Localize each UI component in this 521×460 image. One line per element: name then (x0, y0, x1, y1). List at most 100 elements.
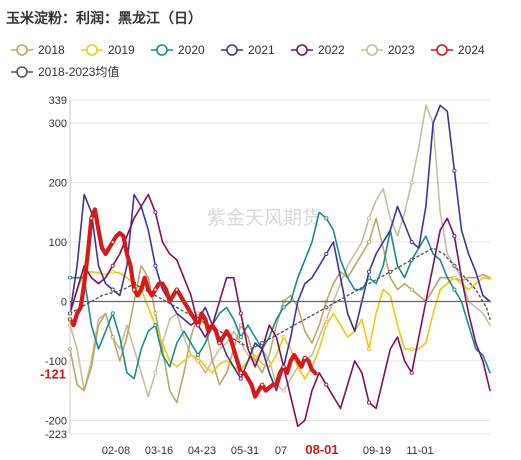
data-point (110, 269, 115, 274)
data-point (281, 388, 286, 393)
data-point (153, 370, 158, 375)
x-tick-label: 09-19 (363, 445, 391, 457)
legend-label: 2021 (248, 43, 275, 57)
data-point (452, 234, 457, 239)
data-point (110, 335, 115, 340)
data-point (196, 352, 201, 358)
series-2020 (67, 211, 491, 380)
series-line-2022 (69, 193, 491, 428)
data-point (238, 376, 243, 381)
legend-item-2021[interactable]: 2021 (221, 43, 275, 57)
data-point (217, 341, 222, 346)
x-tick-label: 04-23 (188, 445, 216, 457)
data-point (366, 216, 372, 221)
series-line-2018-2023 (69, 247, 491, 350)
series-line-2020 (69, 211, 491, 380)
data-point (388, 269, 393, 274)
legend-swatch-marker (366, 44, 378, 56)
data-point (324, 251, 329, 256)
data-point (324, 317, 329, 322)
legend-item-2020[interactable]: 2020 (151, 43, 205, 57)
legend-item-2018[interactable]: 2018 (11, 43, 65, 57)
data-point (174, 287, 179, 292)
legend-swatch-marker (296, 44, 308, 56)
data-point (452, 263, 457, 268)
data-point (238, 370, 243, 375)
data-point (409, 370, 414, 375)
data-point (153, 311, 158, 316)
data-point (324, 305, 329, 310)
y-tick-label: 339 (49, 95, 67, 107)
data-point (366, 400, 372, 405)
watermark-text: 紫金天风期货 (207, 207, 321, 229)
data-point (324, 323, 329, 328)
data-point (110, 287, 115, 292)
y-tick-label: 300 (49, 118, 67, 130)
data-point (153, 287, 158, 292)
legend-label: 2022 (318, 43, 345, 57)
data-point (110, 239, 115, 245)
y-tick-label: -223 (45, 429, 67, 441)
data-point (302, 355, 307, 360)
legend-item-2022[interactable]: 2022 (291, 43, 345, 57)
legend-label: 2020 (178, 43, 205, 57)
data-point (260, 382, 265, 387)
legend-swatch-marker (436, 44, 448, 56)
legend-item-2019[interactable]: 2019 (81, 43, 135, 57)
x-tick-label: 07 (275, 445, 287, 457)
legend-swatch-marker (226, 44, 238, 56)
data-point (238, 335, 243, 340)
x-tick-label-highlight: 08-01 (305, 442, 338, 457)
data-point (452, 168, 457, 173)
data-point (132, 287, 137, 292)
legend: 2018 2019 2020 2021 2022 2023 2024 2018-2023均值 (11, 43, 485, 79)
legend-label: 2023 (388, 43, 415, 57)
legend-swatch-marker (86, 44, 98, 56)
data-point (281, 364, 286, 369)
legend-label: 2024 (458, 43, 485, 57)
data-point (196, 323, 201, 328)
data-point (110, 311, 115, 316)
data-point (366, 269, 372, 274)
legend-item-2023[interactable]: 2023 (361, 43, 415, 57)
data-point (409, 346, 414, 352)
legend-swatch-marker (156, 44, 168, 56)
data-point (260, 341, 265, 346)
legend-item-2024[interactable]: 2024 (431, 43, 485, 57)
data-point (238, 311, 243, 316)
y-tick-label: 0 (61, 296, 67, 308)
data-point (110, 263, 115, 268)
y-tick-label: -200 (45, 415, 67, 427)
x-tick-label: 11-01 (406, 445, 433, 457)
legend-label: 2018-2023均值 (38, 64, 119, 79)
data-point (153, 210, 158, 215)
legend-swatch-marker (16, 44, 28, 56)
data-point (153, 323, 158, 328)
series-line-2024 (67, 207, 318, 399)
data-point (238, 323, 243, 328)
y-tick-label: -100 (45, 356, 67, 368)
x-tick-label: 03-16 (145, 445, 173, 457)
chart-title: 玉米淀粉：利润：黑龙江（日） (6, 11, 202, 27)
data-point (153, 263, 158, 268)
data-point (452, 275, 457, 280)
y-tick-label: 100 (49, 237, 67, 249)
x-tick-label: 02-08 (102, 445, 130, 457)
grid (70, 99, 490, 435)
legend-swatch-marker (16, 66, 28, 78)
x-tick-label: 05-31 (231, 445, 259, 457)
legend-label: 2018 (38, 43, 65, 57)
current-value-label: -121 (40, 366, 66, 381)
series-line-2023 (69, 104, 491, 398)
legend-item-2018-2023[interactable]: 2018-2023均值 (11, 64, 119, 79)
data-point (324, 382, 329, 387)
data-point (409, 239, 414, 245)
data-point (281, 305, 286, 310)
data-point (89, 216, 94, 221)
legend-label: 2019 (108, 43, 135, 57)
data-point (452, 287, 457, 292)
axes: -223 -200 -100 0 100 200 300 339 02-08 03-16 04-23… (40, 95, 490, 457)
data-point (409, 180, 414, 185)
watermark: 紫金天风期货 (207, 207, 321, 229)
